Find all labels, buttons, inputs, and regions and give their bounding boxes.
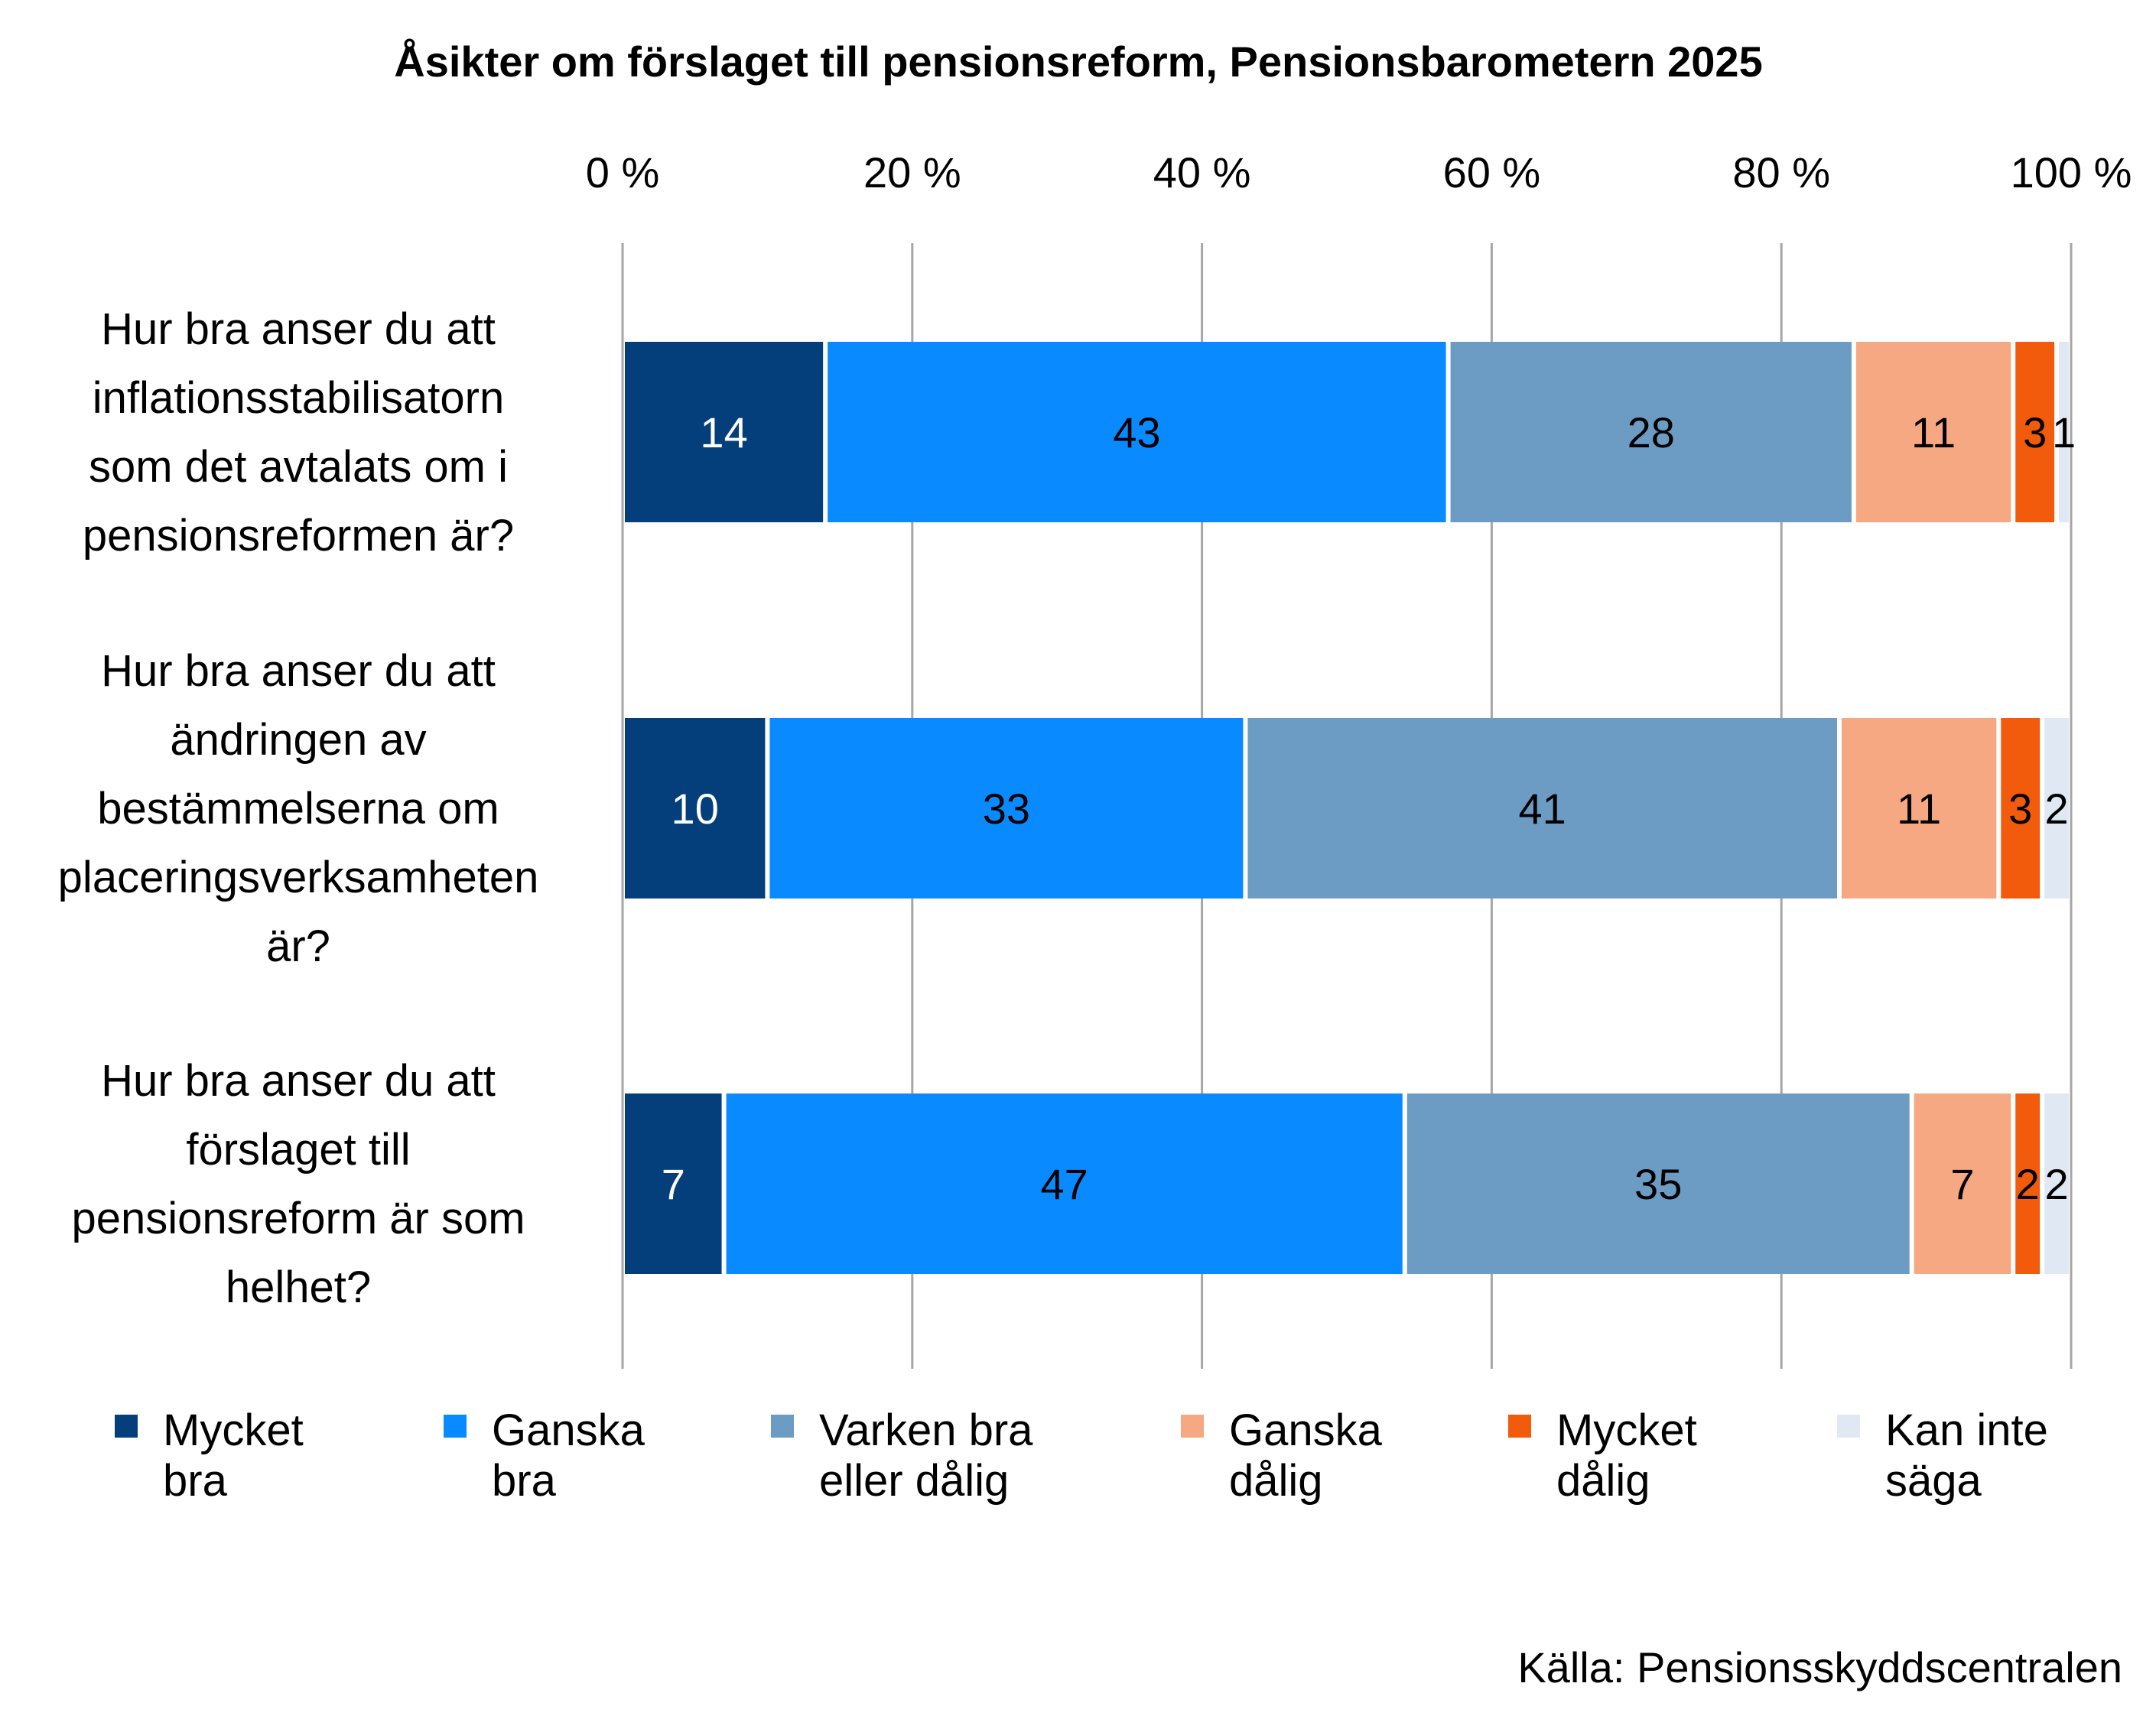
x-tick-label: 40 % [1153,148,1251,197]
category-label-line: som det avtalats om i [89,442,508,492]
data-label: 10 [672,785,719,833]
x-tick-label: 100 % [2011,148,2132,197]
x-tick-label: 80 % [1732,148,1830,197]
legend-label-line: Mycket [163,1405,304,1455]
data-label: 35 [1634,1160,1682,1208]
legend-swatch [444,1415,467,1438]
data-label: 7 [662,1160,685,1208]
bar-segment [625,718,766,898]
legend-label-line: Kan inte [1885,1405,2048,1455]
legend-label-line: Ganska [1229,1405,1383,1455]
bar-segment [769,718,1244,898]
data-label: 3 [2023,408,2047,457]
legend-label-line: bra [163,1456,228,1506]
data-label: 28 [1628,408,1675,457]
bar-segment [1450,342,1852,522]
category-labels: Hur bra anser du att inflationsstabilisat… [58,304,539,1312]
legend-label-line: Mycket [1556,1405,1697,1455]
category-label-line: Hur bra anser du att [101,304,496,354]
source-note: Källa: Pensionsskyddscentralen [1517,1643,2122,1691]
bar-segment [2044,718,2069,898]
category-label-line: förslaget till [186,1125,410,1175]
category-label: Hur bra anser du att inflationsstabilisat… [83,304,514,561]
legend-label-line: dålig [1556,1456,1650,1506]
bar-segment [2015,1093,2041,1274]
category-label-line: inflationsstabilisatorn [93,373,504,423]
legend-label-line: eller dålig [819,1456,1009,1506]
bar-segment [1247,718,1837,898]
legend-label: Ganska bra [492,1405,645,1506]
category-label-line: Hur bra anser du att [101,1056,496,1106]
category-label-line: placeringsverksamheten [58,853,539,902]
bar-segment [1841,718,1997,898]
bar-segment [1855,342,2011,522]
bar-segment [2059,342,2069,522]
legend-label-line: Ganska [492,1405,645,1455]
data-label: 7 [1950,1160,1974,1208]
legend-swatch [1837,1415,1860,1438]
data-label: 1 [2052,408,2076,457]
data-label: 14 [700,408,747,457]
bar-segment [625,1093,722,1274]
data-label: 2 [2044,1160,2068,1208]
chart-title: Åsikter om förslaget till pensionsreform… [394,37,1762,86]
legend-label-line: säga [1885,1456,1982,1506]
legend-swatch [115,1415,138,1438]
data-label: 2 [2016,1160,2040,1208]
x-axis-ticks: 0 % 20 % 40 % 60 % 80 % 100 % [586,148,2132,197]
bar-segment [1914,1093,2011,1274]
bar-segment [2001,718,2041,898]
legend-label: Kan inte säga [1885,1405,2048,1506]
bar-segment [828,342,1446,522]
category-label: Hur bra anser du att förslaget till pensio… [71,1056,525,1312]
legend-swatch [1181,1415,1204,1438]
data-label: 3 [2008,785,2032,833]
bar-segment [726,1093,1403,1274]
data-label: 33 [983,785,1030,833]
x-tick-label: 60 % [1443,148,1541,197]
category-label-line: Hur bra anser du att [101,646,496,696]
data-label: 2 [2044,785,2068,833]
bar-segment [625,342,824,522]
data-label: 43 [1113,408,1160,457]
data-label: 47 [1041,1160,1088,1208]
x-tick-label: 20 % [863,148,961,197]
legend-label: Ganska dålig [1229,1405,1383,1506]
x-tick-label: 0 % [586,148,660,197]
data-label: 11 [1911,408,1956,457]
legend-swatch [1508,1415,1531,1438]
data-label: 41 [1519,785,1566,833]
legend-label-line: bra [492,1456,557,1506]
category-label-line: pensionsreformen är? [83,511,514,561]
legend-label: Mycket bra [163,1405,304,1506]
category-label-line: pensionsreform är som [71,1194,525,1243]
bar-segment [1406,1093,1910,1274]
category-label-line: bestämmelserna om [97,784,499,834]
category-label-line: är? [266,921,330,971]
category-label: Hur bra anser du att ändringen av bestämme… [58,646,539,971]
legend-swatch [771,1415,794,1438]
category-label-line: helhet? [226,1262,371,1312]
bars: 14 43 28 11 3 110 33 41 11 3 27 47 35 7 2 2 [625,342,2076,1274]
legend-label-line: dålig [1229,1456,1323,1506]
legend-label: Varken bra eller dålig [819,1405,1033,1506]
bar-segment [2015,342,2055,522]
legend-label: Mycket dålig [1556,1405,1697,1506]
bar-segment [2044,1093,2069,1274]
category-label-line: ändringen av [170,715,426,765]
data-label: 11 [1897,785,1941,833]
legend-label-line: Varken bra [819,1405,1033,1455]
